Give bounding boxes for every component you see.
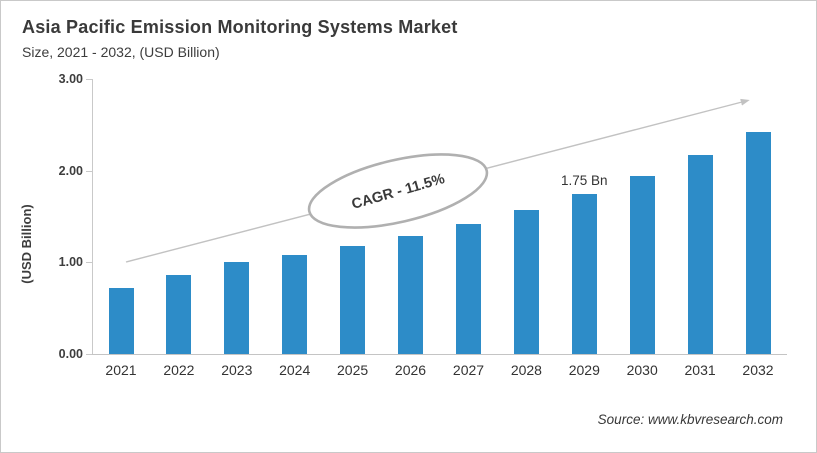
cagr-label: CAGR - 11.5%: [350, 171, 447, 213]
x-axis-label-2022: 2022: [163, 362, 195, 378]
bar-2024: [282, 255, 308, 354]
bar-2031: [687, 155, 713, 354]
y-axis-tick: [86, 354, 92, 355]
x-axis-line: [92, 354, 787, 355]
chart-subtitle: Size, 2021 - 2032, (USD Billion): [22, 44, 220, 60]
y-axis-label-1.00: 1.00: [58, 255, 83, 270]
chart-title: Asia Pacific Emission Monitoring Systems…: [22, 17, 458, 37]
bar-2023: [224, 262, 250, 354]
x-axis-label-2023: 2023: [221, 362, 253, 378]
y-axis-line: [92, 79, 93, 354]
bar-2025: [340, 245, 366, 354]
bar-2028: [513, 210, 539, 354]
bar-2027: [456, 223, 481, 354]
y-axis-tick: [86, 170, 92, 172]
y-axis-label-2.00: 2.00: [58, 163, 83, 178]
x-axis-label-2031: 2031: [684, 362, 716, 378]
bar-2030: [629, 176, 655, 354]
bar-2032: [745, 132, 771, 354]
bar-2026: [398, 235, 423, 355]
x-axis-label-2029: 2029: [568, 362, 600, 378]
bar-2029: [571, 193, 597, 354]
x-axis-label-2032: 2032: [742, 362, 774, 378]
bar-value-label: 1.75 Bn: [561, 172, 608, 188]
y-axis-label-0.00: 0.00: [58, 347, 83, 361]
x-axis-label-2030: 2030: [626, 362, 658, 378]
y-axis-label-3.00: 3.00: [58, 72, 83, 86]
bar-2022: [166, 275, 192, 354]
source-text: Source: www.kbvresearch.com: [597, 412, 783, 427]
y-axis-tick: [86, 79, 92, 80]
x-axis-label-2024: 2024: [279, 362, 311, 378]
x-axis-label-2028: 2028: [510, 362, 542, 378]
x-axis-label-2027: 2027: [452, 362, 485, 378]
x-axis-label-2025: 2025: [337, 362, 369, 378]
x-axis-label-2026: 2026: [394, 362, 427, 378]
x-axis-label-2021: 2021: [105, 362, 137, 378]
bar-2021: [108, 288, 134, 354]
y-axis-tick: [86, 262, 92, 264]
y-axis-title: (USD Billion): [19, 204, 34, 284]
